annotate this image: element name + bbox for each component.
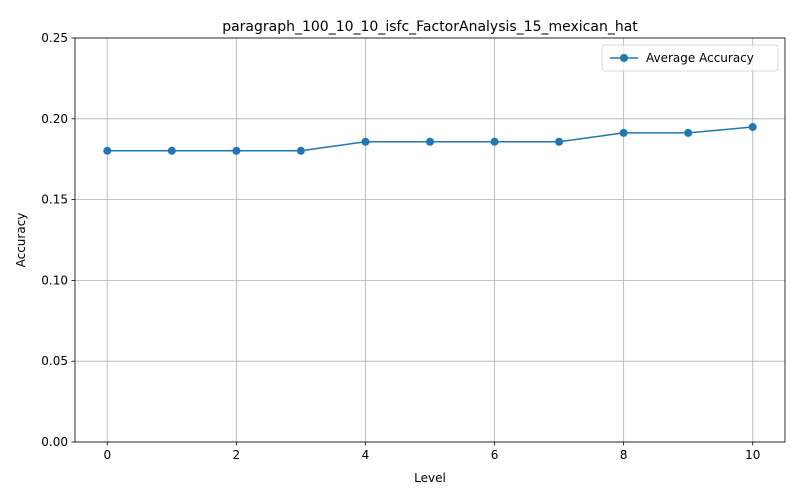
data-point [748, 123, 757, 132]
y-tick-label: 0.10 [41, 273, 68, 287]
series-layer [103, 123, 757, 155]
data-point [103, 146, 112, 155]
y-tick-label: 0.05 [41, 354, 68, 368]
legend-label: Average Accuracy [646, 51, 754, 65]
data-point [167, 146, 176, 155]
x-tick-label: 8 [620, 448, 628, 462]
data-point [232, 146, 241, 155]
chart-title: paragraph_100_10_10_isfc_FactorAnalysis_… [222, 19, 638, 35]
axis-ticks: 0 2 4 6 8 10 0.00 0.05 0.10 0.15 0.20 0.25 [41, 31, 760, 462]
data-point [490, 137, 499, 146]
legend-box [601, 44, 779, 72]
data-point [361, 137, 370, 146]
plot-frame [74, 37, 786, 443]
data-point [619, 128, 628, 137]
y-tick-label: 0.15 [41, 193, 68, 207]
y-tick-label: 0.20 [41, 112, 68, 126]
legend: Average Accuracy [601, 44, 779, 72]
y-tick-label: 0.25 [41, 31, 68, 45]
y-tick-label: 0.00 [41, 435, 68, 449]
legend-marker [620, 54, 628, 62]
x-axis-label: Level [414, 471, 446, 485]
x-tick-label: 10 [745, 448, 760, 462]
data-point [296, 146, 305, 155]
x-tick-label: 0 [103, 448, 111, 462]
x-tick-label: 2 [233, 448, 241, 462]
data-point [426, 137, 434, 146]
data-point [684, 128, 693, 137]
x-tick-label: 4 [362, 448, 370, 462]
x-tick-label: 6 [491, 448, 499, 462]
data-point [555, 137, 564, 146]
y-axis-label: Accuracy [14, 213, 28, 268]
